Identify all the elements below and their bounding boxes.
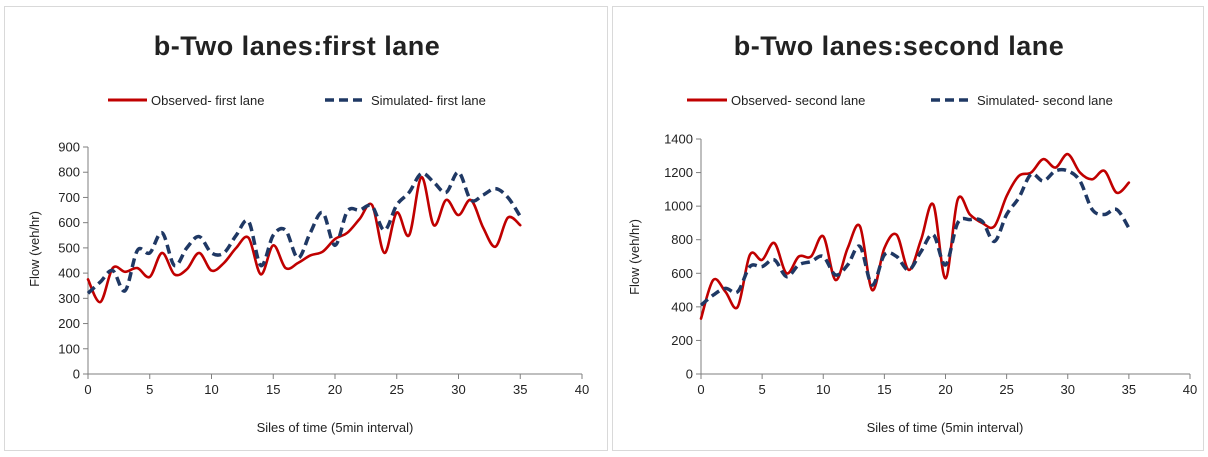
- y-tick-label: 800: [58, 165, 80, 180]
- y-tick-label: 600: [58, 215, 80, 230]
- y-axis-label: Flow (veh/hr): [27, 211, 42, 287]
- chart-title: b-Two lanes:second lane: [734, 31, 1065, 61]
- x-tick-label: 20: [328, 382, 342, 397]
- y-tick-label: 0: [686, 367, 693, 382]
- x-tick-label: 5: [759, 382, 766, 397]
- x-tick-label: 40: [1183, 382, 1197, 397]
- legend: Observed- second lane Simulated- second …: [687, 93, 1113, 108]
- y-tick-label: 700: [58, 190, 80, 205]
- y-tick-label: 1200: [664, 165, 693, 180]
- series-line-simulated: [699, 167, 1131, 307]
- x-tick-label: 35: [513, 382, 527, 397]
- y-tick-label: 500: [58, 240, 80, 255]
- x-tick-label: 30: [451, 382, 465, 397]
- chart-second-lane: b-Two lanes:second lane Observed- second…: [627, 31, 1197, 435]
- x-axis-label: Siles of time (5min interval): [867, 420, 1024, 435]
- legend: Observed- first lane Simulated- first la…: [108, 93, 486, 108]
- y-tick-label: 0: [73, 367, 80, 382]
- legend-label-simulated: Simulated- second lane: [977, 93, 1113, 108]
- plot-area: 0 100 200 300 400 500 600 700 800 900 0 5 10 15 20 25 30…: [58, 140, 589, 398]
- y-tick-label: 600: [671, 266, 693, 281]
- y-tick-label: 1400: [664, 132, 693, 147]
- x-tick-label: 15: [877, 382, 891, 397]
- x-tick-label: 0: [697, 382, 704, 397]
- y-tick-label: 900: [58, 140, 80, 155]
- series-line-simulated: [86, 170, 522, 295]
- x-tick-label: 25: [390, 382, 404, 397]
- x-tick-label: 30: [1061, 382, 1075, 397]
- legend-label-observed: Observed- second lane: [731, 93, 865, 108]
- x-tick-label: 10: [816, 382, 830, 397]
- plot-area: 0 200 400 600 800 1000 1200 1400 0 5 10 15 20 25 30 35 4…: [664, 132, 1197, 398]
- x-tick-label: 15: [266, 382, 280, 397]
- x-tick-label: 40: [575, 382, 589, 397]
- chart-first-lane: b-Two lanes:first lane Observed- first l…: [27, 31, 589, 435]
- x-tick-label: 25: [999, 382, 1013, 397]
- y-tick-label: 400: [671, 299, 693, 314]
- y-tick-label: 400: [58, 266, 80, 281]
- series-line-observed: [699, 152, 1131, 320]
- y-tick-label: 200: [58, 316, 80, 331]
- x-tick-label: 0: [84, 382, 91, 397]
- chart-title: b-Two lanes:first lane: [154, 31, 441, 61]
- legend-label-simulated: Simulated- first lane: [371, 93, 486, 108]
- x-tick-label: 5: [146, 382, 153, 397]
- y-tick-label: 800: [671, 232, 693, 247]
- x-tick-label: 20: [938, 382, 952, 397]
- series-line-observed: [86, 175, 522, 304]
- y-tick-label: 1000: [664, 199, 693, 214]
- y-tick-label: 100: [58, 341, 80, 356]
- y-tick-label: 300: [58, 291, 80, 306]
- x-axis-label: Siles of time (5min interval): [257, 420, 414, 435]
- y-axis-label: Flow (veh/hr): [627, 219, 642, 295]
- legend-label-observed: Observed- first lane: [151, 93, 264, 108]
- x-tick-label: 10: [204, 382, 218, 397]
- chart-panel-second-lane: b-Two lanes:second lane Observed- second…: [612, 6, 1204, 451]
- chart-panel-first-lane: b-Two lanes:first lane Observed- first l…: [4, 6, 608, 451]
- x-tick-label: 35: [1122, 382, 1136, 397]
- y-tick-label: 200: [671, 333, 693, 348]
